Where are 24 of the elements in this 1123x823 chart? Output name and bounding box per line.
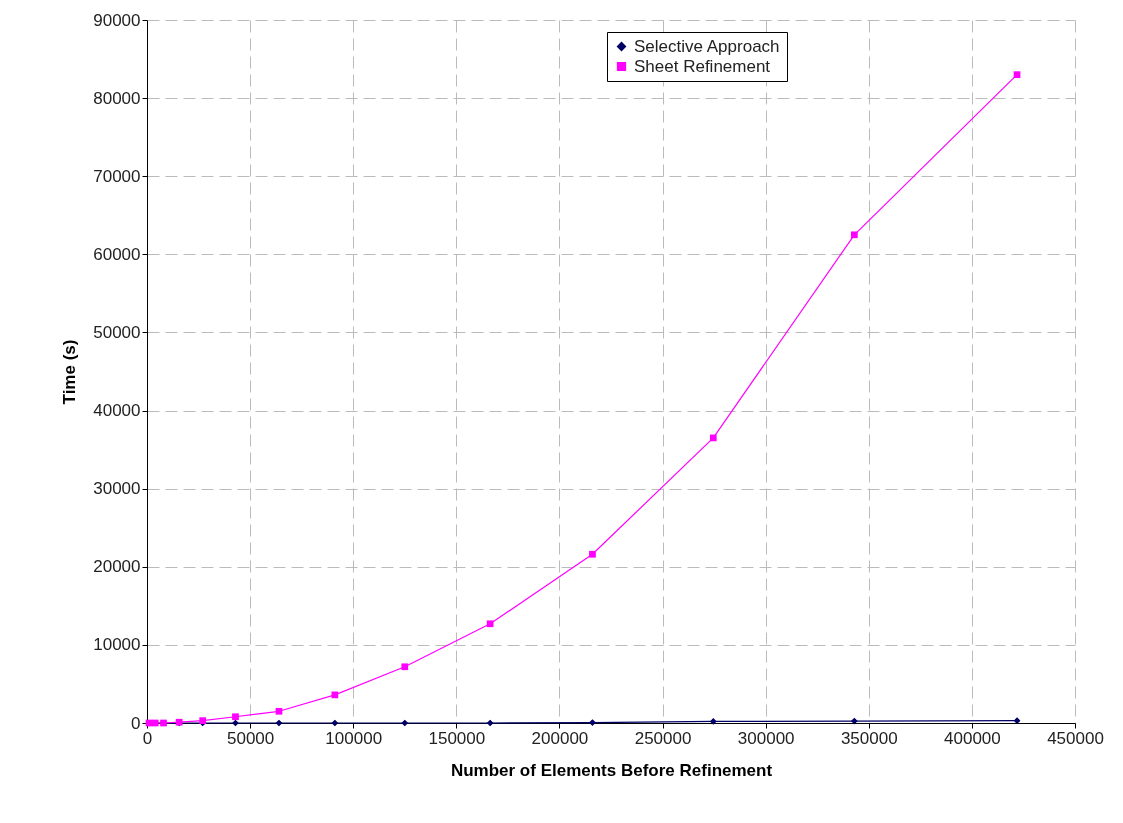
x-tick-label: 400000 [944,728,1001,748]
y-tick-label: 10000 [93,635,141,655]
y-tick-label: 0 [131,713,141,733]
legend-label: Sheet Refinement [634,56,771,76]
y-tick-label: 40000 [93,401,141,421]
x-tick-label: 450000 [1047,728,1104,748]
y-axis-title: Time (s) [60,339,80,405]
x-tick-label: 100000 [325,728,383,748]
x-tick-label: 50000 [226,728,275,748]
y-tick-label: 30000 [93,479,141,499]
y-tick-label: 50000 [93,322,141,342]
x-tick-label: 150000 [428,728,486,748]
y-tick-label: 90000 [93,10,141,30]
y-tick-label: 60000 [93,244,141,264]
x-tick-label: 350000 [840,728,898,748]
y-tick-label: 80000 [93,88,141,108]
y-tick-label: 70000 [93,166,141,186]
x-tick-label: 250000 [634,728,692,748]
y-tick-label: 20000 [93,557,141,577]
point [589,719,596,726]
legend-label: Selective Approach [634,36,780,56]
x-axis-title: Number of Elements Before Refinement [450,760,773,780]
x-tick-label: 200000 [531,728,589,748]
x-tick-label: 300000 [737,728,795,748]
